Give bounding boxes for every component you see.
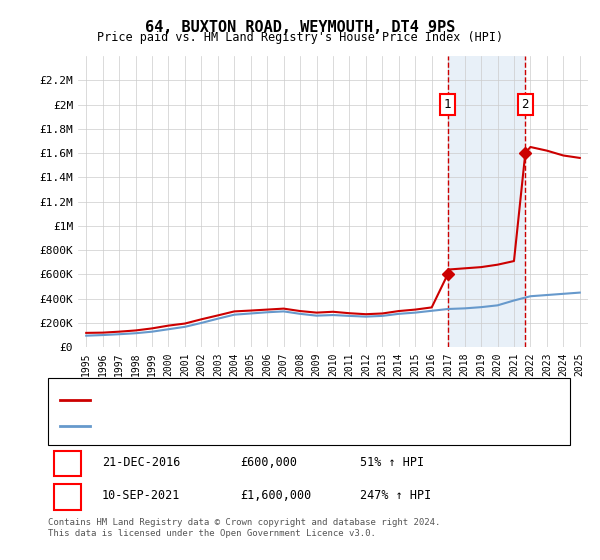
Text: 2: 2 bbox=[64, 489, 71, 502]
Text: £1,600,000: £1,600,000 bbox=[240, 489, 311, 502]
Text: HPI: Average price, detached house, Dorset: HPI: Average price, detached house, Dors… bbox=[96, 421, 359, 431]
Text: 64, BUXTON ROAD, WEYMOUTH, DT4 9PS: 64, BUXTON ROAD, WEYMOUTH, DT4 9PS bbox=[145, 20, 455, 35]
Text: 10-SEP-2021: 10-SEP-2021 bbox=[102, 489, 181, 502]
Text: 1: 1 bbox=[444, 98, 451, 111]
Text: Contains HM Land Registry data © Crown copyright and database right 2024.
This d: Contains HM Land Registry data © Crown c… bbox=[48, 518, 440, 538]
Text: 64, BUXTON ROAD, WEYMOUTH, DT4 9PS (detached house): 64, BUXTON ROAD, WEYMOUTH, DT4 9PS (deta… bbox=[96, 395, 415, 405]
Bar bbox=[448, 56, 526, 347]
Text: 2: 2 bbox=[521, 98, 529, 111]
Text: 21-DEC-2016: 21-DEC-2016 bbox=[102, 455, 181, 469]
Text: £600,000: £600,000 bbox=[240, 455, 297, 469]
Text: 1: 1 bbox=[64, 455, 71, 469]
Text: Price paid vs. HM Land Registry's House Price Index (HPI): Price paid vs. HM Land Registry's House … bbox=[97, 31, 503, 44]
Text: 247% ↑ HPI: 247% ↑ HPI bbox=[360, 489, 431, 502]
Text: 51% ↑ HPI: 51% ↑ HPI bbox=[360, 455, 424, 469]
